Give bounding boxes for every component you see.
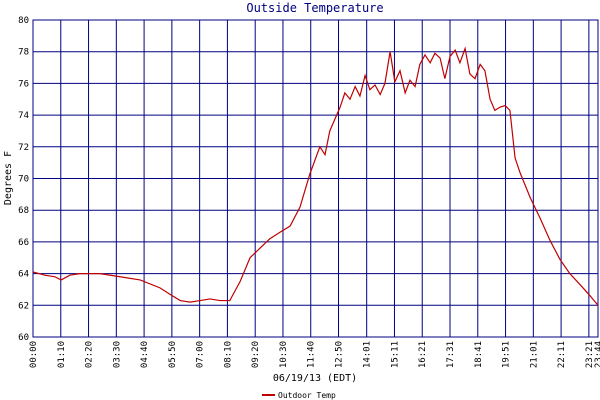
x-tick-label: 08:10 (223, 341, 233, 368)
x-tick-label: 18:41 (474, 341, 484, 368)
y-tick-label: 60 (18, 333, 29, 343)
chart-title: Outside Temperature (246, 1, 383, 15)
x-tick-label: 22:11 (557, 341, 567, 368)
x-tick-label: 17:31 (446, 341, 456, 368)
y-tick-label: 78 (18, 48, 29, 58)
x-tick-label: 09:20 (251, 341, 261, 368)
y-tick-label: 68 (18, 206, 29, 216)
x-tick-label: 16:21 (418, 341, 428, 368)
legend-label: Outdoor Temp (278, 391, 336, 400)
x-axis-title: 06/19/13 (EDT) (273, 373, 357, 384)
x-tick-label: 02:20 (85, 341, 95, 368)
x-tick-label: 23:21 (585, 341, 595, 368)
data-line (32, 46, 599, 306)
x-tick-label: 05:50 (168, 341, 178, 368)
x-tick-label: 07:00 (196, 341, 206, 368)
y-tick-label: 70 (18, 175, 29, 185)
x-tick-label: 03:30 (112, 341, 122, 368)
y-tick-label: 74 (18, 111, 29, 121)
x-tick-label: 14:01 (363, 341, 373, 368)
y-tick-label: 62 (18, 301, 29, 311)
x-tick-label: 00:00 (29, 341, 39, 368)
x-tick-label: 15:11 (390, 341, 400, 368)
x-tick-label: 10:30 (279, 341, 289, 368)
x-tick-label: 01:10 (57, 341, 67, 368)
y-tick-label: 80 (18, 16, 29, 26)
x-tick-label: 19:51 (502, 341, 512, 368)
y-tick-label: 64 (18, 270, 29, 280)
y-axis-title: Degrees F (3, 151, 14, 205)
x-tick-label: 21:01 (529, 341, 539, 368)
y-tick-label: 76 (18, 79, 29, 89)
x-tick-label: 12:50 (335, 341, 345, 368)
y-tick-label: 66 (18, 238, 29, 248)
x-tick-label: 11:40 (307, 341, 317, 368)
x-tick-label: 04:40 (140, 341, 150, 368)
y-tick-label: 72 (18, 143, 29, 153)
x-tick-label: 23:44 (594, 341, 600, 368)
